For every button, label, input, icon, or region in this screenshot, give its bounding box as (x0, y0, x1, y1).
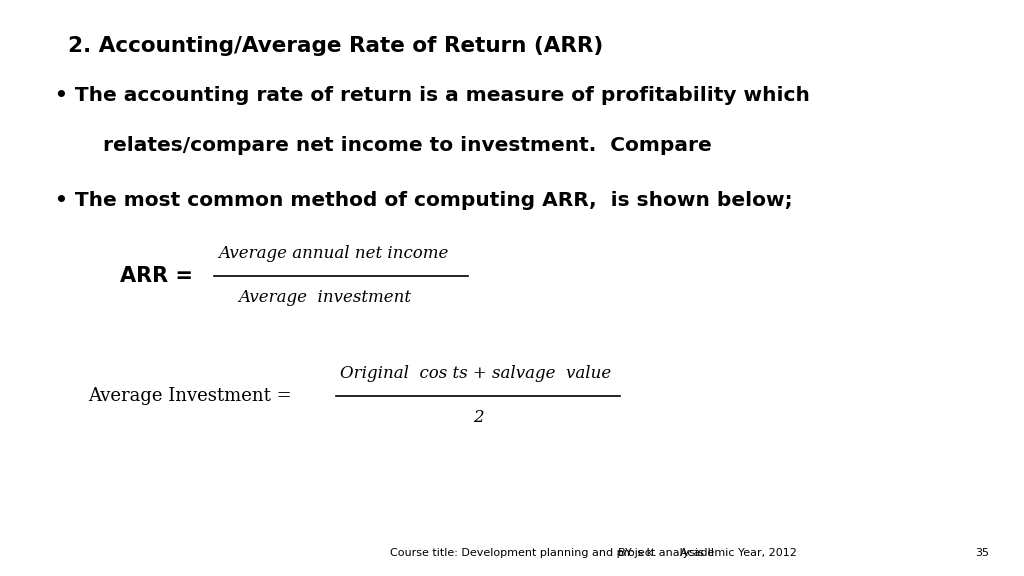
Text: ARR =: ARR = (120, 266, 201, 286)
Text: • The most common method of computing ARR,  is shown below;: • The most common method of computing AR… (55, 191, 793, 210)
Text: 2: 2 (473, 410, 483, 426)
Text: 35: 35 (975, 548, 989, 558)
Text: Average Investment =: Average Investment = (88, 387, 297, 405)
Text: Course title: Development planning and project analysis II: Course title: Development planning and p… (390, 548, 714, 558)
Text: BY: s k.: BY: s k. (618, 548, 656, 558)
Text: Average  investment: Average investment (238, 290, 411, 306)
Text: Academic Year, 2012: Academic Year, 2012 (680, 548, 797, 558)
Text: Original  cos ts + salvage  value: Original cos ts + salvage value (340, 366, 611, 382)
Text: • The accounting rate of return is a measure of profitability which: • The accounting rate of return is a mea… (55, 86, 810, 105)
Text: relates/compare net income to investment.  Compare: relates/compare net income to investment… (75, 136, 712, 155)
Text: Average annual net income: Average annual net income (218, 245, 449, 263)
Text: 2. Accounting/Average Rate of Return (ARR): 2. Accounting/Average Rate of Return (AR… (68, 36, 603, 56)
